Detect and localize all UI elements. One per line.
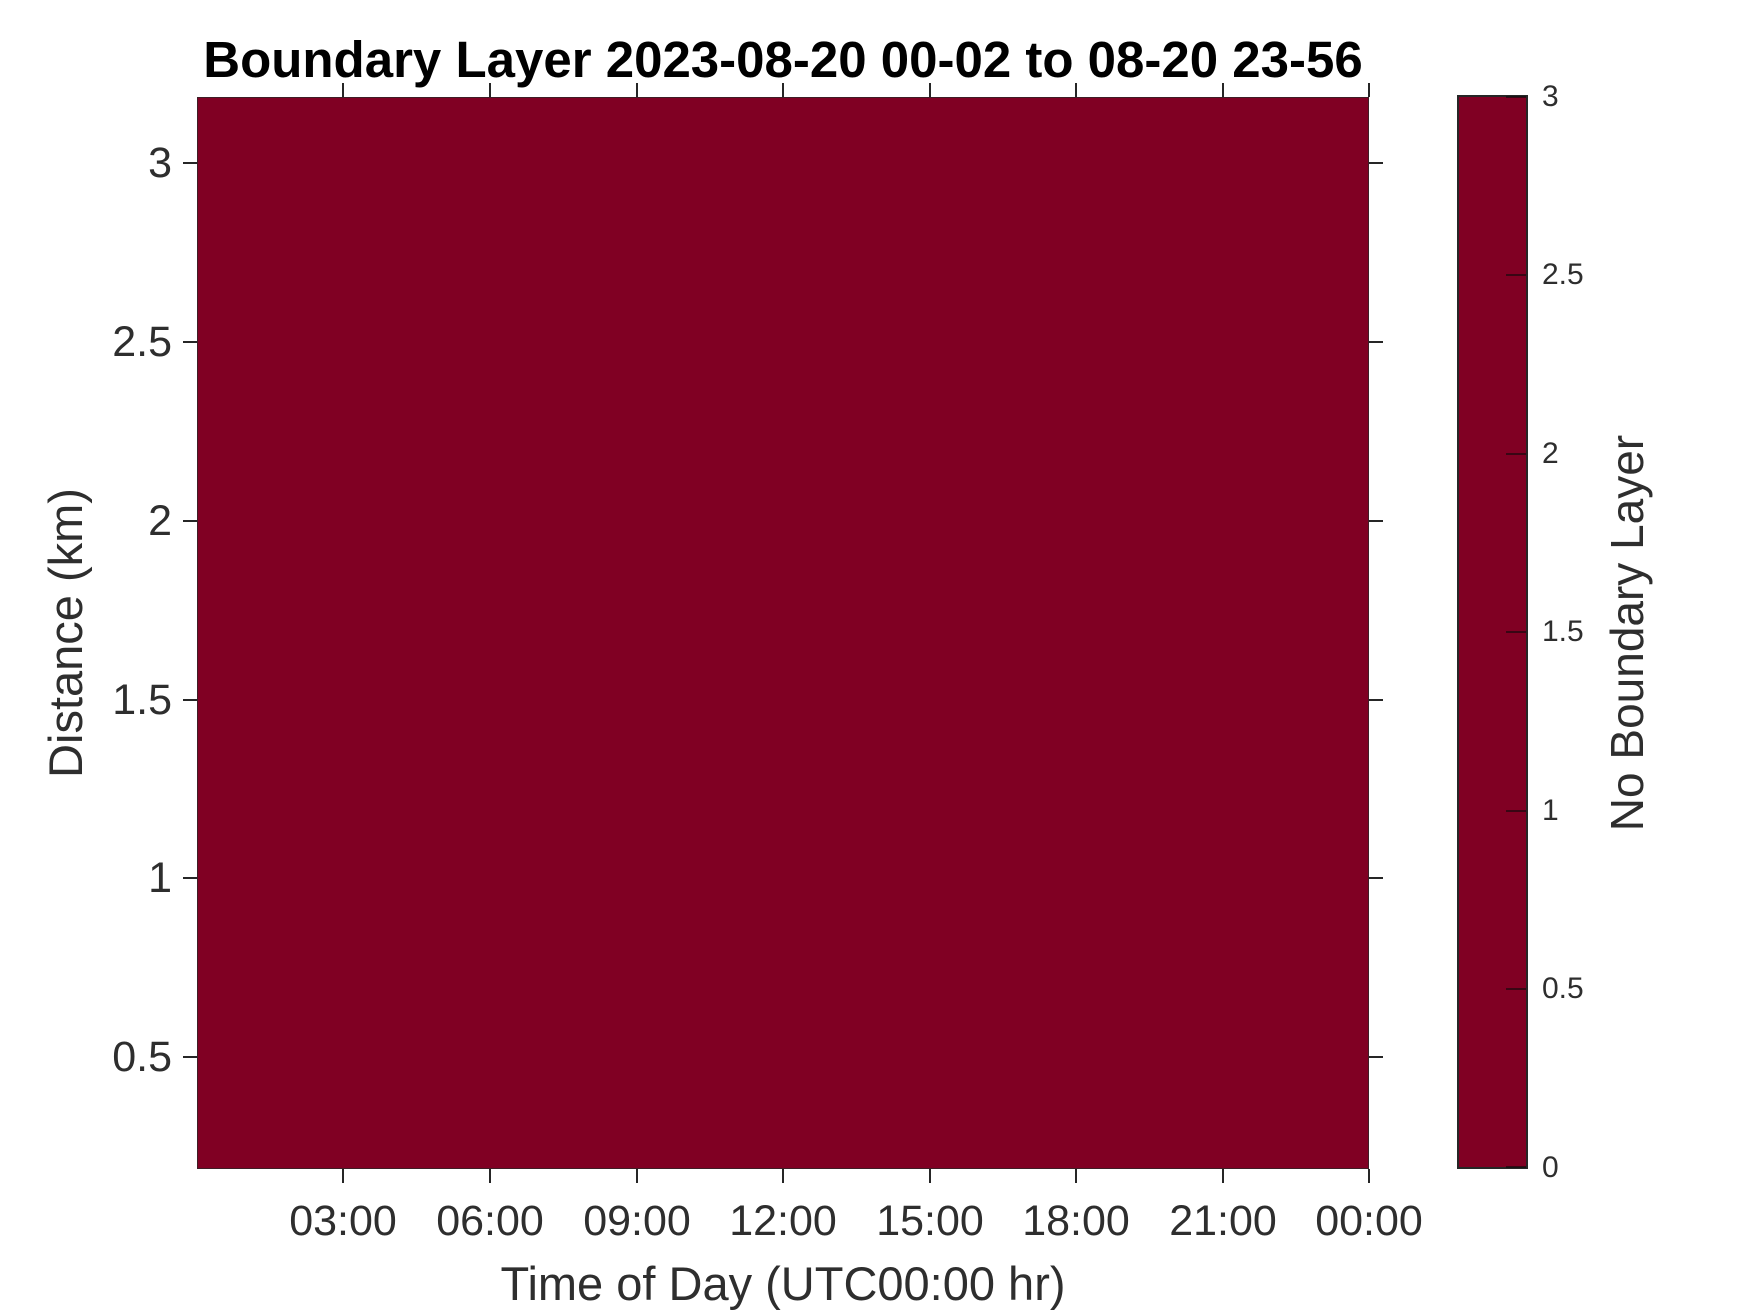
chart-title: Boundary Layer 2023-08-20 00-02 to 08-20… [203,31,1363,88]
colorbar-tick-label: 1 [1542,794,1559,827]
y-tick-mark [183,341,197,343]
x-tick-label: 21:00 [1169,1197,1277,1245]
x-tick-mark [1222,1169,1224,1183]
x-tick-mark-top [342,83,344,97]
heatmap-plot-area [197,97,1369,1169]
x-tick-mark-top [1368,83,1370,97]
y-tick-label: 2.5 [112,318,172,366]
x-tick-mark [636,1169,638,1183]
x-tick-label: 06:00 [436,1197,544,1245]
x-tick-mark [342,1169,344,1183]
colorbar-tick-label: 3 [1542,80,1559,113]
y-tick-mark-right [1369,520,1383,522]
y-axis-label: Distance (km) [39,488,92,778]
x-tick-mark-top [1075,83,1077,97]
y-tick-mark [183,520,197,522]
x-tick-mark [782,1169,784,1183]
x-tick-mark [929,1169,931,1183]
colorbar-tick-label: 0.5 [1542,972,1584,1005]
colorbar-axis-label: No Boundary Layer [1601,434,1653,832]
x-tick-mark [489,1169,491,1183]
y-tick-label: 1 [148,854,172,902]
colorbar-tick-mark [1506,96,1526,98]
y-tick-mark [183,1056,197,1058]
y-tick-label: 2 [148,497,172,545]
y-tick-mark [183,162,197,164]
colorbar-tick-mark [1506,274,1526,276]
colorbar-tick-mark [1506,810,1526,812]
x-tick-label: 15:00 [876,1197,984,1245]
y-tick-mark-right [1369,1056,1383,1058]
y-tick-label: 3 [148,139,172,187]
x-tick-mark-top [636,83,638,97]
x-tick-label: 12:00 [729,1197,837,1245]
y-tick-mark-right [1369,699,1383,701]
colorbar-tick-label: 0 [1542,1151,1559,1184]
y-tick-label: 1.5 [112,676,172,724]
x-tick-mark-top [489,83,491,97]
y-tick-mark-right [1369,877,1383,879]
x-tick-label: 09:00 [583,1197,691,1245]
colorbar-tick-mark [1506,453,1526,455]
x-tick-label: 18:00 [1022,1197,1130,1245]
y-tick-mark-right [1369,162,1383,164]
x-axis-label: Time of Day (UTC00:00 hr) [500,1257,1066,1310]
colorbar-tick-mark [1506,631,1526,633]
x-tick-label: 03:00 [289,1197,397,1245]
y-tick-mark-right [1369,341,1383,343]
x-tick-mark [1368,1169,1370,1183]
colorbar-tick-mark [1506,1166,1526,1168]
colorbar-tick-label: 2.5 [1542,258,1584,291]
x-tick-mark [1075,1169,1077,1183]
x-tick-mark-top [782,83,784,97]
colorbar-tick-label: 2 [1542,437,1559,470]
x-tick-mark-top [929,83,931,97]
x-tick-label: 00:00 [1315,1197,1423,1245]
colorbar-tick-mark [1506,988,1526,990]
y-tick-mark [183,877,197,879]
colorbar-tick-label: 1.5 [1542,615,1584,648]
y-tick-label: 0.5 [112,1033,172,1081]
x-tick-mark-top [1222,83,1224,97]
y-tick-mark [183,699,197,701]
